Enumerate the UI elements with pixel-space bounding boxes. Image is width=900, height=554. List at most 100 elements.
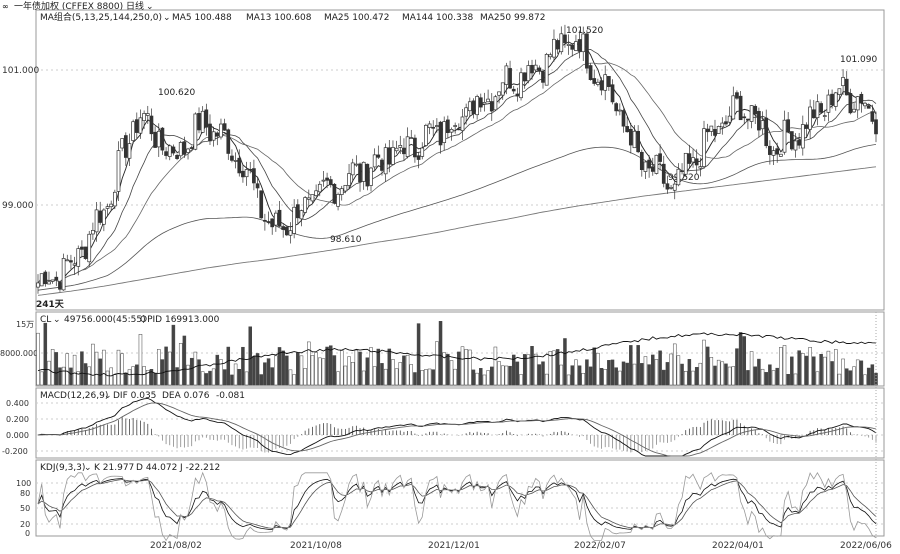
kdj-ytick: 50 bbox=[20, 504, 30, 513]
bar-count-label: 241天 bbox=[36, 299, 65, 310]
candle-body bbox=[724, 121, 728, 125]
ma-indicator-label[interactable]: MA组合(5,13,25,144,250,0) bbox=[40, 11, 162, 23]
volume-bar bbox=[490, 366, 494, 386]
candle-body bbox=[350, 162, 355, 176]
volume-bar bbox=[39, 371, 44, 386]
volume-bar bbox=[544, 373, 549, 386]
candle-body bbox=[464, 107, 468, 117]
price-ytick: 101.000 bbox=[2, 66, 39, 76]
dif-line bbox=[37, 397, 877, 457]
candle-body bbox=[76, 248, 81, 267]
chevron-down-icon[interactable]: ⌄ bbox=[53, 315, 61, 325]
kdj-legend: KDJ(9,3,3) ⌄ K 21.977 D 44.072 J -22.212 bbox=[40, 463, 220, 473]
candle-body bbox=[424, 124, 428, 146]
candle-body bbox=[427, 123, 432, 128]
chevron-down-icon[interactable]: ⌄ bbox=[146, 2, 154, 12]
ma5-line bbox=[37, 41, 877, 284]
x-tick-label: 2022/02/07 bbox=[574, 541, 626, 550]
chevron-down-icon[interactable]: ⌄ bbox=[104, 391, 112, 401]
candle-body bbox=[431, 126, 436, 129]
volume-bar bbox=[230, 374, 234, 386]
volume-bar bbox=[358, 351, 362, 386]
candle-body bbox=[387, 147, 392, 165]
volume-bar bbox=[705, 346, 710, 386]
candle-body bbox=[658, 153, 662, 162]
volume-bar bbox=[665, 362, 670, 386]
chevron-down-icon[interactable]: ⌄ bbox=[163, 13, 171, 23]
candle-body bbox=[186, 148, 190, 153]
volume-indicator-label[interactable]: CL bbox=[40, 315, 51, 325]
volume-bar bbox=[658, 350, 662, 386]
volume-bar bbox=[511, 354, 516, 386]
volume-bar bbox=[354, 349, 359, 386]
volume-bar bbox=[61, 366, 66, 386]
candle-body bbox=[321, 179, 326, 182]
volume-bar bbox=[376, 348, 381, 386]
volume-bar bbox=[116, 349, 121, 386]
open-interest-line bbox=[37, 332, 877, 377]
chevron-down-icon[interactable]: ⌄ bbox=[84, 463, 92, 473]
candle-body bbox=[376, 154, 381, 158]
candle-body bbox=[193, 113, 198, 150]
candle-body bbox=[639, 151, 644, 171]
volume-bar bbox=[837, 373, 842, 386]
candle-body bbox=[467, 101, 472, 112]
candle-body bbox=[519, 72, 523, 99]
candle-body bbox=[760, 120, 765, 130]
candle-body bbox=[800, 124, 805, 149]
instrument-name[interactable]: 一年债加权 (CFFEX 8800) bbox=[14, 0, 123, 12]
volume-bar bbox=[186, 364, 190, 386]
candle-body bbox=[391, 147, 395, 165]
volume-bar bbox=[219, 359, 223, 386]
kdj-panel-frame bbox=[35, 459, 885, 537]
volume-bar bbox=[592, 347, 596, 386]
volume-bar bbox=[69, 367, 73, 386]
candle-body bbox=[482, 102, 487, 105]
volume-bar bbox=[482, 374, 487, 386]
candle-body bbox=[852, 108, 856, 113]
volume-bar bbox=[749, 351, 754, 386]
volume-bar bbox=[812, 356, 816, 386]
candle-body bbox=[200, 110, 205, 133]
period-selector[interactable]: 日线 bbox=[126, 0, 144, 12]
candle-body bbox=[826, 94, 831, 113]
dea-line bbox=[37, 402, 877, 457]
volume-bar bbox=[676, 355, 681, 386]
volume-bar bbox=[135, 364, 139, 386]
volume-ytick: 15万 bbox=[16, 320, 34, 329]
volume-bar bbox=[87, 366, 91, 386]
volume-bar bbox=[347, 356, 351, 386]
candle-body bbox=[369, 167, 373, 186]
candle-body bbox=[208, 123, 212, 142]
volume-bar bbox=[80, 351, 84, 386]
volume-bar bbox=[819, 353, 823, 386]
ma-legend: MA组合(5,13,25,144,250,0) ⌄ MA5 100.488 MA… bbox=[40, 11, 545, 23]
volume-bar bbox=[859, 360, 864, 386]
macd-indicator-label[interactable]: MACD(12,26,9) bbox=[40, 391, 108, 401]
volume-bar bbox=[683, 371, 688, 386]
volume-bar bbox=[332, 355, 337, 386]
candle-body bbox=[782, 119, 787, 153]
candle-body bbox=[80, 246, 84, 250]
candle-body bbox=[332, 183, 337, 204]
volume-bar bbox=[782, 345, 787, 386]
kdj-indicator-label[interactable]: KDJ(9,3,3) bbox=[40, 463, 85, 473]
volume-bar bbox=[852, 366, 856, 386]
volume-bar bbox=[211, 368, 216, 386]
volume-bar bbox=[596, 352, 600, 386]
candle-body bbox=[394, 147, 399, 152]
volume-bar bbox=[252, 356, 256, 386]
candle-body bbox=[274, 212, 278, 226]
macd-ytick: 0.400 bbox=[6, 399, 29, 408]
candle-body bbox=[299, 210, 304, 220]
candle-body bbox=[614, 103, 619, 112]
volume-bar bbox=[647, 364, 651, 386]
candle-body bbox=[738, 95, 743, 121]
candle-body bbox=[215, 132, 220, 137]
macd-legend: MACD(12,26,9) ⌄ DIF 0.035 DEA 0.076 -0.0… bbox=[40, 391, 245, 401]
volume-bar bbox=[508, 365, 512, 386]
candle-body bbox=[822, 115, 827, 117]
volume-bar bbox=[102, 349, 106, 386]
candle-body bbox=[438, 121, 443, 146]
